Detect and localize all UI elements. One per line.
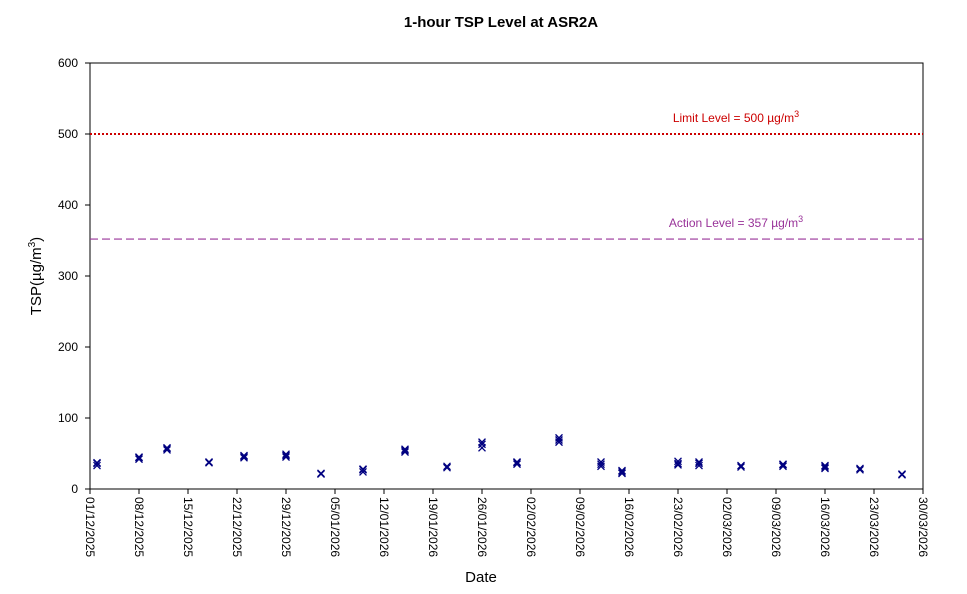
data-point <box>695 458 703 466</box>
x-tick-label: 30/03/2026 <box>916 497 930 557</box>
y-tick-label: 100 <box>58 411 78 425</box>
x-tick-label: 22/12/2025 <box>230 497 244 557</box>
x-tick-label: 09/03/2026 <box>769 497 783 557</box>
reference-line-label-sup: 3 <box>794 109 799 119</box>
data-point <box>282 453 290 462</box>
x-tick-label: 02/03/2026 <box>720 497 734 557</box>
x-axis-title: Date <box>465 569 497 586</box>
y-tick-label: 500 <box>58 127 78 141</box>
y-axis-title-close: ) <box>28 237 45 242</box>
y-axis: 0 100 200 300 400 500 600 <box>58 56 90 496</box>
data-point <box>674 460 682 469</box>
x-tick-label: 02/02/2026 <box>524 497 538 557</box>
data-point <box>401 445 409 454</box>
y-tick-label: 400 <box>58 198 78 212</box>
data-points <box>93 433 906 479</box>
data-point <box>779 460 787 469</box>
x-tick-label: 05/01/2026 <box>328 497 342 557</box>
data-point <box>597 458 605 466</box>
data-point <box>821 463 829 471</box>
data-point <box>513 458 521 466</box>
data-point <box>856 465 864 474</box>
x-tick-label: 16/03/2026 <box>818 497 832 557</box>
data-point <box>205 458 213 466</box>
data-point <box>779 462 787 471</box>
data-point <box>282 450 290 459</box>
x-tick-label: 08/12/2025 <box>132 497 146 557</box>
x-tick-label: 09/02/2026 <box>573 497 587 557</box>
data-point <box>317 469 325 478</box>
data-point <box>597 460 605 469</box>
x-tick-label: 12/01/2026 <box>377 497 391 557</box>
data-point <box>618 466 626 475</box>
data-point <box>93 458 101 467</box>
data-point <box>674 457 682 466</box>
x-tick-label: 01/12/2025 <box>83 497 97 557</box>
reference-line-label: Action Level = 357 µg/m3 <box>669 214 803 230</box>
data-point <box>674 459 682 468</box>
y-tick-label: 0 <box>71 482 78 496</box>
data-point <box>478 438 486 447</box>
data-point <box>618 468 626 476</box>
y-tick-label: 600 <box>58 56 78 70</box>
data-point <box>443 463 451 472</box>
x-tick-label: 16/02/2026 <box>622 497 636 557</box>
reference-line-label: Limit Level = 500 µg/m3 <box>673 109 799 125</box>
x-tick-label: 23/02/2026 <box>671 497 685 557</box>
reference-line-label-sup: 3 <box>798 214 803 224</box>
data-point <box>856 464 864 473</box>
reference-line-label-text: Action Level = 357 µg/m <box>669 216 798 230</box>
y-tick-label: 300 <box>58 269 78 283</box>
data-point <box>513 460 521 469</box>
data-point <box>359 468 367 476</box>
x-tick-label: 26/01/2026 <box>475 497 489 557</box>
data-point <box>737 461 745 470</box>
data-point <box>898 470 906 479</box>
data-point <box>695 461 703 470</box>
data-point <box>478 443 486 452</box>
x-tick-label: 19/01/2026 <box>426 497 440 557</box>
data-point <box>401 446 409 455</box>
data-point <box>135 455 143 464</box>
reference-line-label-text: Limit Level = 500 µg/m <box>673 111 794 125</box>
y-axis-title-sup: 3 <box>27 241 38 247</box>
chart-title: 1-hour TSP Level at ASR2A <box>404 14 598 31</box>
data-point <box>821 464 829 473</box>
y-axis-title: TSP(µg/m3) <box>27 237 45 315</box>
y-tick-label: 200 <box>58 340 78 354</box>
data-point <box>555 433 563 442</box>
x-axis: 01/12/2025 08/12/2025 15/12/2025 22/12/2025… <box>83 489 930 557</box>
data-point <box>478 440 486 449</box>
data-point <box>359 465 367 474</box>
data-point <box>240 451 248 460</box>
data-point <box>282 451 290 460</box>
x-tick-label: 15/12/2025 <box>181 497 195 557</box>
data-point <box>737 463 745 471</box>
y-axis-title-main: TSP(µg/m <box>28 247 45 315</box>
data-point <box>555 436 563 444</box>
data-point <box>618 469 626 478</box>
data-point <box>93 461 101 470</box>
data-point <box>163 443 171 452</box>
data-point <box>135 453 143 462</box>
data-point <box>240 453 248 462</box>
x-tick-label: 23/03/2026 <box>867 497 881 557</box>
data-point <box>443 462 451 471</box>
data-point <box>401 448 409 457</box>
x-tick-label: 29/12/2025 <box>279 497 293 557</box>
data-point <box>695 459 703 468</box>
data-point <box>163 445 171 454</box>
data-point <box>821 461 829 470</box>
